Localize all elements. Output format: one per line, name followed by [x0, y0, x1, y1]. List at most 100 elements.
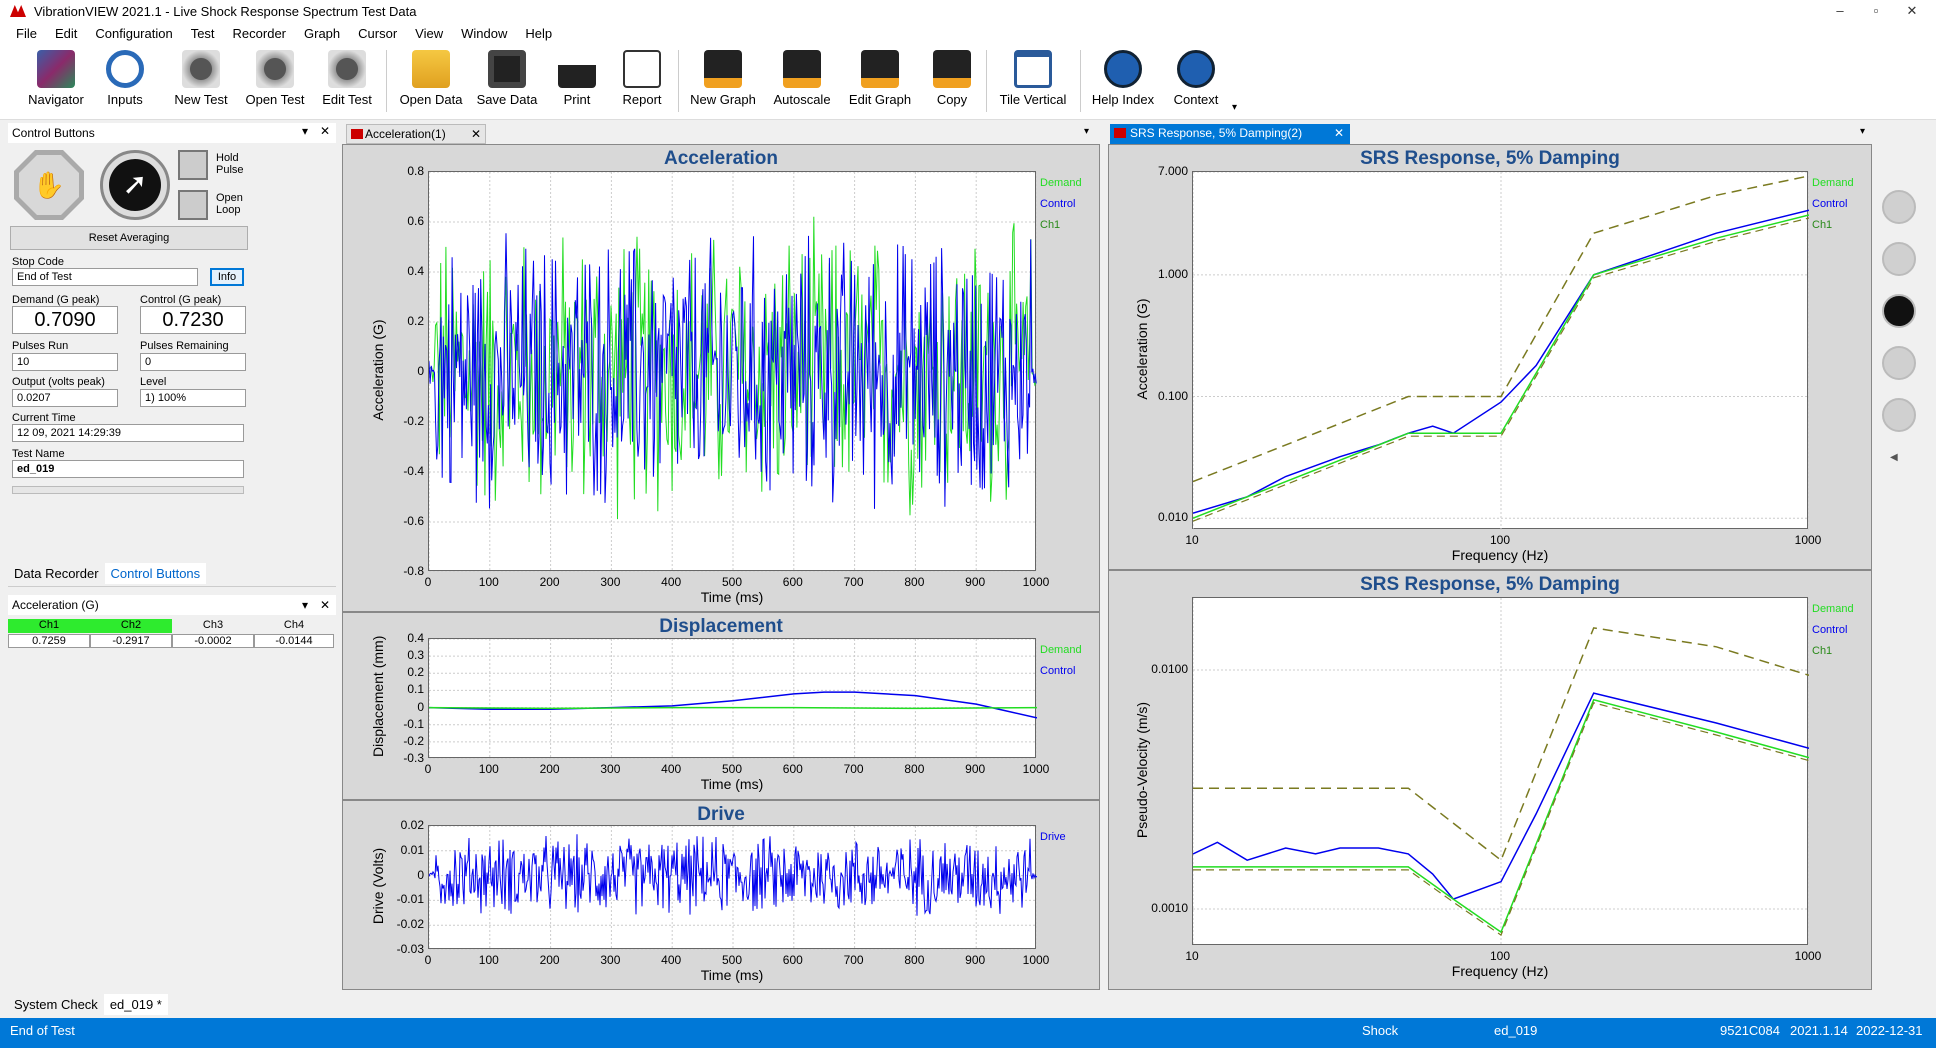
- edit-test-button[interactable]: Edit Test: [314, 50, 380, 107]
- y-tick-label: 0.01: [400, 842, 424, 857]
- menu-configuration[interactable]: Configuration: [95, 25, 173, 41]
- edit-graph-button[interactable]: Edit Graph: [844, 50, 916, 107]
- y-tick-label: 0.2: [407, 314, 424, 328]
- y-tick-label: 0.1: [407, 682, 424, 697]
- autoscale-button[interactable]: Autoscale: [766, 50, 838, 107]
- report-label: Report: [622, 92, 662, 107]
- toolbar-overflow-icon[interactable]: ▾: [1232, 102, 1238, 113]
- open-data-button[interactable]: Open Data: [394, 50, 468, 107]
- chart-title: SRS Response, 5% Damping: [1360, 574, 1620, 595]
- series-line-control: [429, 691, 1037, 719]
- minimize-icon[interactable]: –: [1836, 3, 1844, 18]
- x-tick-label: 400: [661, 575, 682, 589]
- start-button[interactable]: ➚: [100, 150, 170, 220]
- menu-test[interactable]: Test: [190, 25, 215, 41]
- navigator-button[interactable]: Navigator: [22, 50, 90, 107]
- tab-srs-label: SRS Response, 5% Damping(2): [1130, 126, 1303, 140]
- play-icon[interactable]: [1882, 242, 1916, 276]
- panel-dropdown-icon[interactable]: ▾: [302, 124, 309, 138]
- menu-help[interactable]: Help: [525, 25, 553, 41]
- chart-title: Drive: [697, 804, 745, 825]
- menu-recorder[interactable]: Recorder: [232, 25, 286, 41]
- tab-srs-response[interactable]: SRS Response, 5% Damping(2) ✕: [1110, 124, 1350, 144]
- graph-tab-icon: [351, 129, 363, 139]
- rewind-icon[interactable]: [1882, 346, 1916, 380]
- pulses-run-field: 10: [12, 353, 118, 371]
- y-tick-label: 0.4: [407, 631, 424, 645]
- close-icon[interactable]: ✕: [1906, 3, 1918, 18]
- info-button[interactable]: Info: [210, 268, 244, 286]
- tile-vertical-button[interactable]: Tile Vertical: [996, 50, 1070, 107]
- left-panel: [0, 121, 336, 1001]
- plot-area[interactable]: [428, 171, 1037, 572]
- new-test-button[interactable]: New Test: [166, 50, 236, 107]
- pulses-remaining-label: Pulses Remaining: [140, 340, 229, 352]
- new-graph-icon: [704, 50, 742, 88]
- status-serial: 9521C084: [1720, 1023, 1780, 1038]
- tab-data-recorder[interactable]: Data Recorder: [14, 566, 99, 581]
- tab-ed-019[interactable]: ed_019 *: [103, 994, 168, 1015]
- accel-close-icon[interactable]: ✕: [320, 598, 331, 612]
- edit-test-label: Edit Test: [322, 92, 372, 107]
- plot-area[interactable]: [1192, 171, 1809, 530]
- y-tick-label: 0.0100: [1151, 661, 1188, 676]
- toolbar-separator: [386, 50, 387, 112]
- fast-forward-icon[interactable]: [1882, 398, 1916, 432]
- series-line-control: [429, 233, 1037, 509]
- start-arrow-icon: ➚: [109, 159, 161, 211]
- left-tabs: Data Recorder Control Buttons: [8, 563, 207, 584]
- test-name-label: Test Name: [12, 448, 65, 460]
- plot-area[interactable]: [1192, 597, 1809, 946]
- y-tick-label: -0.02: [396, 917, 424, 932]
- reset-averaging-button[interactable]: Reset Averaging: [10, 226, 248, 250]
- help-index-button[interactable]: Help Index: [1088, 50, 1158, 107]
- doc2-dropdown-icon[interactable]: ▾: [1860, 126, 1866, 137]
- stop-button[interactable]: ✋: [14, 150, 84, 220]
- edit-test-icon: [328, 50, 366, 88]
- copy-button[interactable]: Copy: [928, 50, 976, 107]
- inputs-button[interactable]: Inputs: [96, 50, 154, 107]
- menu-cursor[interactable]: Cursor: [358, 25, 398, 41]
- channel-table: Ch1 Ch2 Ch3 Ch4 0.7259 -0.2917 -0.0002 -…: [8, 619, 334, 649]
- doc1-dropdown-icon[interactable]: ▾: [1084, 126, 1090, 137]
- collapse-icon[interactable]: ◀: [1890, 452, 1898, 463]
- y-tick-label: -0.4: [403, 464, 424, 478]
- hand-stop-side-icon[interactable]: [1882, 190, 1916, 224]
- save-data-button[interactable]: Save Data: [474, 50, 540, 107]
- plot-area[interactable]: [428, 825, 1037, 950]
- tab-acceleration[interactable]: Acceleration(1) ✕: [346, 124, 486, 144]
- x-tick-label: 900: [965, 575, 986, 589]
- new-graph-button[interactable]: New Graph: [684, 50, 762, 107]
- new-test-label: New Test: [174, 92, 228, 107]
- accel-dropdown-icon[interactable]: ▾: [302, 598, 309, 612]
- start-side-icon[interactable]: [1882, 294, 1916, 328]
- y-axis-label: Drive (Volts): [370, 847, 386, 925]
- tab-system-check[interactable]: System Check: [14, 997, 98, 1012]
- menu-view[interactable]: View: [415, 25, 444, 41]
- print-button[interactable]: Print: [552, 50, 602, 107]
- tab-control-buttons[interactable]: Control Buttons: [104, 563, 207, 584]
- hold-pulse-checkbox[interactable]: [178, 150, 208, 180]
- restore-icon[interactable]: ▫: [1873, 3, 1879, 18]
- menu-graph[interactable]: Graph: [304, 25, 341, 41]
- progress-bar: [12, 486, 244, 494]
- panel-close-icon[interactable]: ✕: [320, 124, 331, 138]
- open-test-button[interactable]: Open Test: [240, 50, 310, 107]
- report-button[interactable]: Report: [614, 50, 670, 107]
- plot-area[interactable]: [428, 638, 1037, 759]
- menu-edit[interactable]: Edit: [54, 25, 78, 41]
- tab-close-icon[interactable]: ✕: [471, 127, 482, 141]
- current-time-field: 12 09, 2021 14:29:39: [12, 424, 244, 442]
- x-tick-label: 300: [600, 762, 621, 776]
- x-tick-label: 200: [539, 575, 560, 589]
- menu-file[interactable]: File: [16, 25, 37, 41]
- y-tick-label: 0.010: [1157, 510, 1188, 525]
- menu-window[interactable]: Window: [461, 25, 508, 41]
- context-button[interactable]: Context: [1166, 50, 1226, 107]
- tab-close-icon[interactable]: ✕: [1334, 126, 1345, 140]
- x-tick-label: 1000: [1794, 533, 1822, 547]
- x-axis-label: Frequency (Hz): [1451, 963, 1549, 979]
- doc1-tabstrip: Acceleration(1) ✕ ▾: [342, 122, 1100, 144]
- open-loop-checkbox[interactable]: [178, 190, 208, 220]
- legend-entry: Demand: [1812, 603, 1854, 615]
